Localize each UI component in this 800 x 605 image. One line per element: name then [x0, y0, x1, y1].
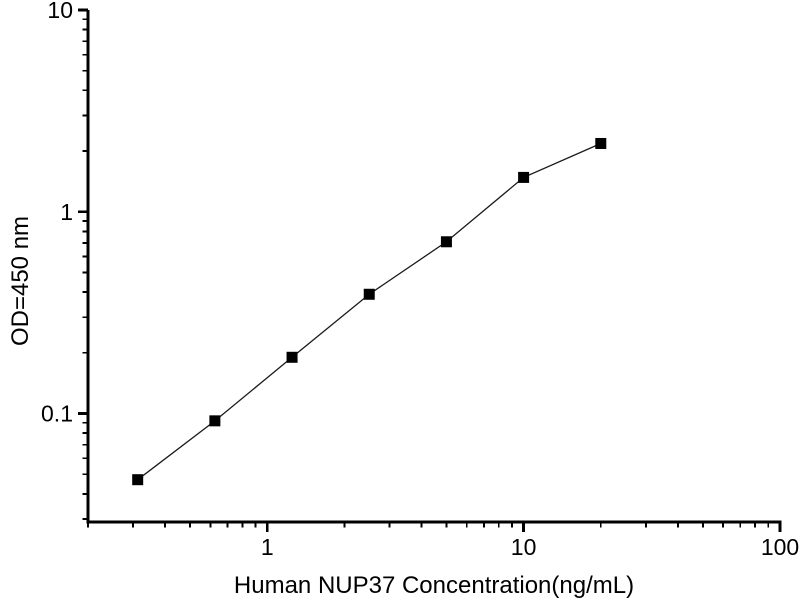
data-point-marker — [595, 137, 607, 149]
data-point-marker — [363, 288, 375, 300]
data-point-marker — [440, 236, 452, 248]
x-axis-title: Human NUP37 Concentration(ng/mL) — [234, 572, 634, 599]
y-axis-tick-label: 0.1 — [41, 401, 73, 427]
y-axis-tick-label: 1 — [60, 199, 73, 225]
x-axis-tick-label: 1 — [261, 534, 274, 560]
axes — [86, 10, 782, 524]
x-axis-tick-label: 100 — [761, 534, 799, 560]
x-axis-tick-label: 10 — [511, 534, 537, 560]
data-point-marker — [132, 474, 144, 486]
data-series — [132, 137, 607, 486]
data-point-marker — [286, 351, 298, 363]
y-axis-title: OD=450 nm — [7, 216, 34, 346]
series-line — [137, 142, 602, 481]
data-point-marker — [209, 415, 221, 427]
y-axis-tick-label: 10 — [47, 0, 73, 23]
data-point-marker — [518, 171, 530, 183]
axis-ticks — [78, 8, 782, 532]
axis-tick-labels: 1 10 100 0.1 1 10 — [41, 0, 799, 560]
